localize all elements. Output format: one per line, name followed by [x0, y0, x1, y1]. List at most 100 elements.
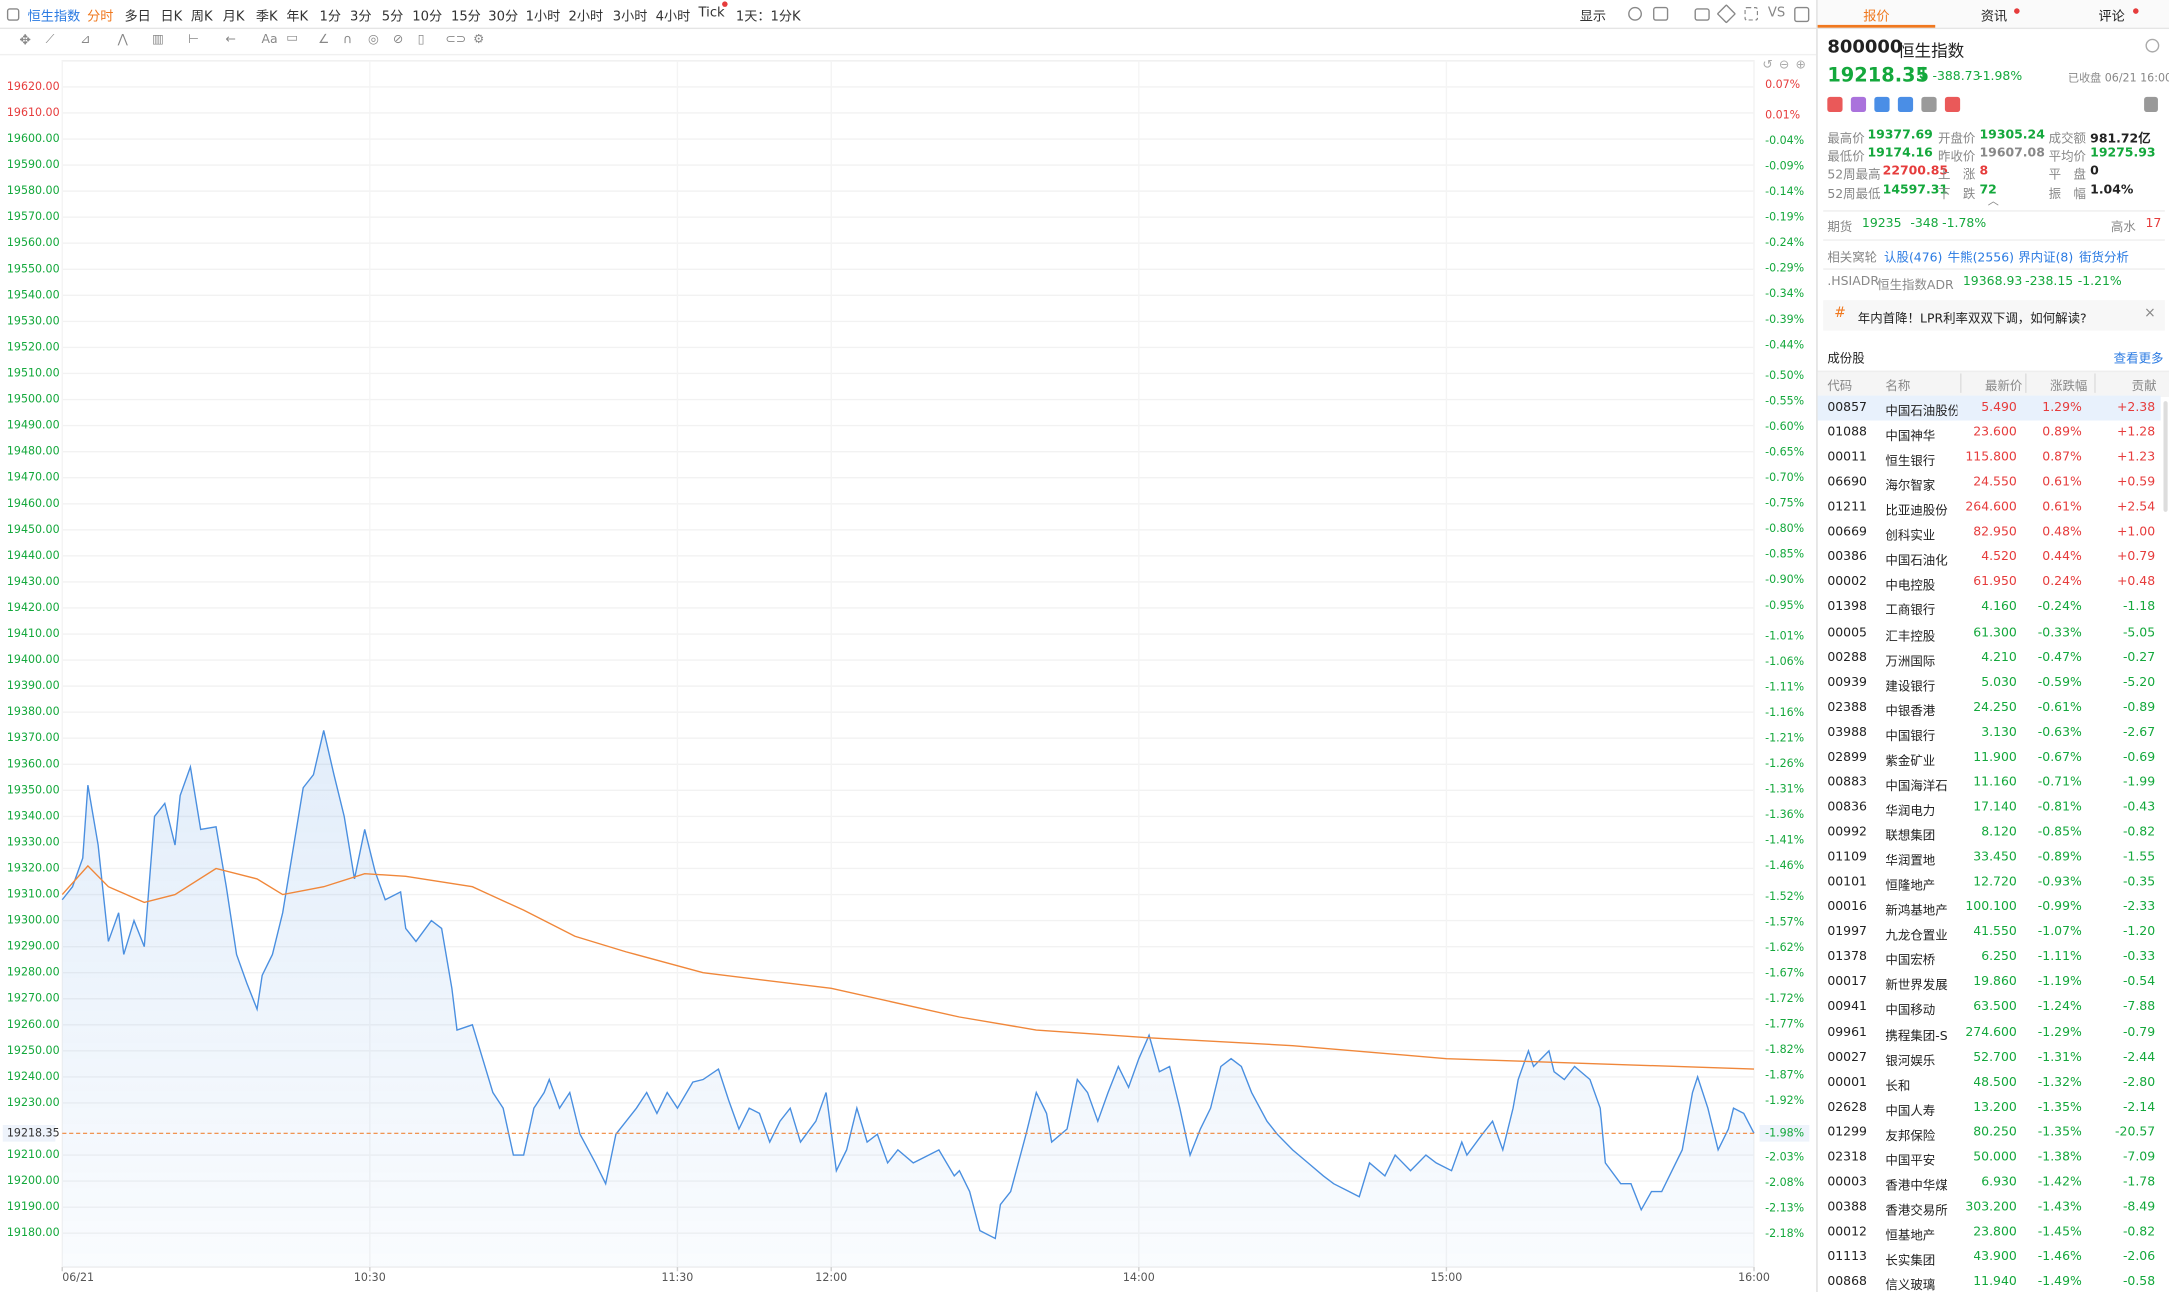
period-tab[interactable]: 10分 [412, 9, 443, 25]
display-menu[interactable]: 显示 [1579, 9, 1607, 25]
warrant-link[interactable]: 街货分析 [2079, 251, 2129, 266]
note-tool[interactable]: ▭ [286, 31, 299, 46]
zoom-in-icon[interactable]: ⊕ [1796, 57, 1806, 72]
arrow-tool[interactable]: ← [225, 33, 236, 48]
table-row[interactable]: 00868 信义玻璃 11.940 -1.49% -0.58 [1818, 1270, 2161, 1292]
table-row[interactable]: 09961 携程集团-S 274.600 -1.29% -0.79 [1818, 1020, 2161, 1045]
table-row[interactable]: 02899 紫金矿业 11.900 -0.67% -0.69 [1818, 745, 2161, 770]
period-tab[interactable]: 月K [222, 9, 245, 25]
draw-icon[interactable] [1716, 4, 1737, 24]
table-header[interactable]: 贡献 [2131, 380, 2157, 395]
table-row[interactable]: 00017 新世界发展 19.860 -1.19% -0.54 [1818, 970, 2161, 995]
settings-tool[interactable]: ⚙ [473, 33, 485, 48]
period-tab[interactable]: 1小时 [525, 9, 561, 25]
period-tab[interactable]: 季K [255, 9, 278, 25]
period-tab[interactable]: 多日 [124, 9, 151, 25]
move-tool[interactable]: ✥ [19, 33, 31, 49]
wave-tool[interactable]: ⋀ [117, 33, 128, 48]
table-row[interactable]: 00012 恒基地产 23.800 -1.45% -0.82 [1818, 1220, 2161, 1245]
fullscreen-icon[interactable] [1744, 6, 1759, 21]
period-tab[interactable]: 周K [190, 9, 213, 25]
period-tab[interactable]: 30分 [488, 9, 519, 25]
ruler-tool[interactable]: ∠ [318, 33, 330, 48]
symbol-tab[interactable]: 恒生指数 [27, 9, 81, 25]
camera-icon[interactable] [1694, 8, 1710, 21]
table-row[interactable]: 00005 汇丰控股 61.300 -0.33% -5.05 [1818, 620, 2161, 645]
table-row[interactable]: 00669 创科实业 82.950 0.48% +1.00 [1818, 521, 2161, 546]
table-row[interactable]: 01088 中国神华 23.600 0.89% +1.28 [1818, 421, 2161, 446]
period-tab[interactable]: 3小时 [612, 9, 648, 25]
table-row[interactable]: 00288 万洲国际 4.210 -0.47% -0.27 [1818, 645, 2161, 670]
table-row[interactable]: 00941 中国移动 63.500 -1.24% -7.88 [1818, 995, 2161, 1020]
table-row[interactable]: 00883 中国海洋石 11.160 -0.71% -1.99 [1818, 770, 2161, 795]
table-row[interactable]: 01997 九龙仓置业 41.550 -1.07% -1.20 [1818, 920, 2161, 945]
table-row[interactable]: 01299 友邦保险 80.250 -1.35% -20.57 [1818, 1120, 2161, 1145]
table-row[interactable]: 02628 中国人寿 13.200 -1.35% -2.14 [1818, 1095, 2161, 1120]
period-tab[interactable]: 15分 [450, 9, 481, 25]
table-row[interactable]: 00011 恒生银行 115.800 0.87% +1.23 [1818, 446, 2161, 471]
feature-icon[interactable] [1944, 96, 1961, 113]
table-header[interactable]: 涨跌幅 [2050, 380, 2088, 395]
table-row[interactable]: 02388 中银香港 24.250 -0.61% -0.89 [1818, 695, 2161, 720]
table-row[interactable]: 02318 中国平安 50.000 -1.38% -7.09 [1818, 1145, 2161, 1170]
table-row[interactable]: 00836 华润电力 17.140 -0.81% -0.43 [1818, 795, 2161, 820]
table-row[interactable]: 00386 中国石油化 4.520 0.44% +0.79 [1818, 546, 2161, 571]
table-row[interactable]: 01378 中国宏桥 6.250 -1.11% -0.33 [1818, 945, 2161, 970]
period-tab[interactable]: 日K [160, 9, 183, 25]
line-tool[interactable]: ⟋ [45, 33, 55, 48]
table-header[interactable]: 代码 [1827, 380, 1853, 395]
feature-icon[interactable] [1827, 96, 1843, 113]
warrant-link[interactable]: 认股(476) [1884, 251, 1943, 266]
zoom-out-icon[interactable]: ⊖ [1779, 57, 1789, 72]
warrant-link[interactable]: 牛熊(2556) [1947, 251, 2014, 266]
panel-tab[interactable]: 评论 [2098, 9, 2125, 25]
feature-icon[interactable] [1874, 96, 1890, 113]
period-tab[interactable]: 5分 [381, 9, 404, 25]
news-text[interactable]: 年内首降！LPR利率双双下调，如何解读? [1857, 312, 2087, 327]
panel-tab[interactable]: 报价 [1863, 9, 1890, 25]
table-row[interactable]: 03988 中国银行 3.130 -0.63% -2.67 [1818, 720, 2161, 745]
table-row[interactable]: 00101 恒隆地产 12.720 -0.93% -0.35 [1818, 870, 2161, 895]
table-row[interactable]: 01211 比亚迪股份 264.600 0.61% +2.54 [1818, 496, 2161, 521]
table-row[interactable]: 01109 华润置地 33.450 -0.89% -1.55 [1818, 845, 2161, 870]
bell-icon[interactable] [2144, 96, 2158, 113]
feature-icon[interactable] [1850, 96, 1867, 113]
period-tab[interactable]: 4小时 [655, 9, 691, 25]
more-link[interactable]: 查看更多 [2113, 352, 2164, 367]
visibility-tool[interactable]: ⊂⊃ [445, 33, 467, 48]
table-row[interactable]: 00857 中国石油股份 5.490 1.29% +2.38 [1817, 395, 2161, 421]
news-close[interactable]: × [2144, 305, 2156, 321]
channel-tool[interactable]: ⊿ [80, 33, 91, 48]
period-tab[interactable]: 3分 [349, 9, 372, 25]
settings-icon[interactable] [1628, 6, 1642, 21]
sidebar-toggle[interactable] [6, 8, 20, 21]
table-row[interactable]: 00992 联想集团 8.120 -0.85% -0.82 [1818, 820, 2161, 845]
table-row[interactable]: 00027 银河娱乐 52.700 -1.31% -2.44 [1818, 1045, 2161, 1070]
table-row[interactable]: 00939 建设银行 5.030 -0.59% -5.20 [1818, 670, 2161, 695]
table-row[interactable]: 00002 中电控股 61.950 0.24% +0.48 [1818, 570, 2161, 595]
measure-tool[interactable]: ⊢ [188, 33, 199, 48]
magnet-tool[interactable]: ∩ [343, 33, 353, 48]
table-row[interactable]: 06690 海尔智家 24.550 0.61% +0.59 [1818, 471, 2161, 496]
table-row[interactable]: 01113 长实集团 43.900 -1.46% -2.06 [1818, 1245, 2161, 1270]
layout-icon[interactable] [1653, 6, 1669, 21]
period-tab[interactable]: 年K [286, 9, 309, 25]
undo-icon[interactable]: ↺ [1762, 57, 1772, 72]
panel-toggle[interactable] [1794, 6, 1810, 23]
text-tool[interactable]: Aa [261, 33, 278, 48]
lock-tool[interactable]: ◎ [367, 33, 379, 48]
table-row[interactable]: 00016 新鸿基地产 100.100 -0.99% -2.33 [1818, 895, 2161, 920]
period-tab[interactable]: 2小时 [568, 9, 604, 25]
period-dropdown[interactable]: 1天：1分K [735, 9, 801, 25]
table-row[interactable]: 00001 长和 48.500 -1.32% -2.80 [1818, 1070, 2161, 1095]
panel-tab[interactable]: 资讯 [1980, 9, 2008, 25]
period-tab[interactable]: Tick [698, 5, 725, 21]
warrant-link[interactable]: 界内证(8) [2018, 251, 2074, 266]
table-header[interactable]: 最新价 [1984, 380, 2023, 395]
compare-button[interactable]: VS [1767, 5, 1786, 21]
feature-icon[interactable] [1921, 96, 1937, 113]
period-tab[interactable]: 分时 [87, 9, 114, 25]
table-header[interactable]: 名称 [1885, 380, 1911, 395]
hide-tool[interactable]: ⊘ [392, 33, 404, 48]
fib-tool[interactable]: ▥ [152, 33, 164, 48]
